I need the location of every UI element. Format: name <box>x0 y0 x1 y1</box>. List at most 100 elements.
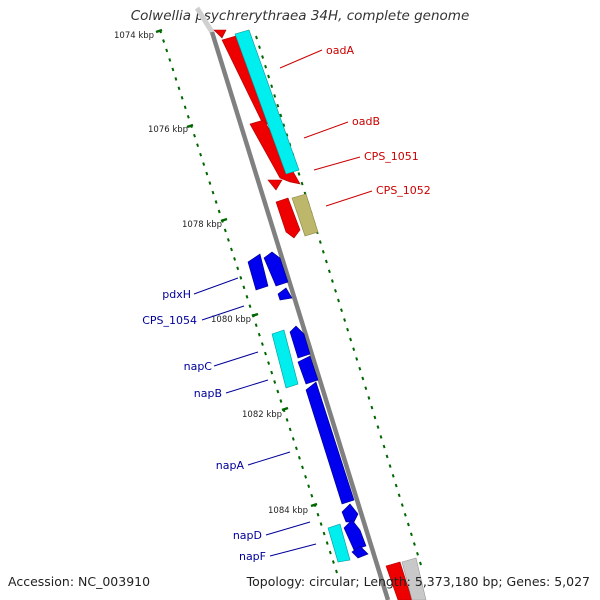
major-tick-4 <box>281 406 289 412</box>
tick-mark-inner <box>310 493 314 498</box>
tick-track-outer <box>255 35 422 566</box>
tick-mark-outer <box>321 249 325 254</box>
label-napC: napC <box>184 360 213 373</box>
tick-mark-outer <box>379 435 383 439</box>
tick-mark-outer <box>388 464 392 468</box>
gene-red-bottom[interactable] <box>385 561 413 600</box>
tick-mark-inner <box>297 455 301 460</box>
tick-mark-outer <box>300 181 304 186</box>
major-ticks <box>155 28 318 508</box>
tick-mark-inner <box>276 389 280 394</box>
gene-napB[interactable] <box>297 355 319 385</box>
gene-red-1052a[interactable] <box>275 197 301 239</box>
tick-mark-outer <box>330 279 334 283</box>
tick-mark-inner <box>226 238 230 242</box>
tick-mark-outer <box>416 551 419 556</box>
tick-mark-outer <box>419 561 422 566</box>
gene-napD-cyan[interactable] <box>327 523 351 563</box>
tick-mark-inner <box>196 143 200 148</box>
tick-mark-inner <box>264 351 267 356</box>
tick-mark-inner <box>165 48 169 53</box>
tick-mark-inner <box>307 484 311 489</box>
tick-mark-outer <box>358 366 362 371</box>
tick-mark-inner <box>186 114 190 119</box>
gene-cyan-long[interactable] <box>234 29 300 175</box>
tick-mark-outer <box>382 444 386 449</box>
tick-mark-outer <box>412 542 416 546</box>
tick-mark-outer <box>352 347 356 352</box>
tick-mark-inner <box>245 294 249 299</box>
tick-mark-inner <box>267 361 271 365</box>
tick-mark-outer <box>397 493 401 498</box>
map-title: Colwellia psychrerythraea 34H, complete … <box>130 8 470 24</box>
tick-mark-inner <box>177 86 181 91</box>
tick-mark-inner <box>319 522 323 526</box>
gene-CPS_1051[interactable] <box>267 179 283 191</box>
tick-mark-outer <box>255 35 258 40</box>
tick-mark-inner <box>254 323 258 328</box>
tick-mark-outer <box>337 298 340 303</box>
tick-mark-outer <box>264 64 268 69</box>
gene-napC-blue[interactable] <box>289 325 311 359</box>
gene-napA[interactable] <box>305 381 355 505</box>
major-tick-2 <box>220 217 228 223</box>
tick-mark-inner <box>223 228 227 233</box>
backbone-line <box>209 31 391 600</box>
tick-mark-outer <box>334 288 337 293</box>
tick-mark-inner <box>205 171 209 176</box>
gene-pdxH-2[interactable] <box>263 251 289 287</box>
backbone-line-top <box>194 6 215 34</box>
tick-mark-inner <box>242 285 246 290</box>
tick-mark-inner <box>294 446 298 451</box>
gene-napF[interactable] <box>351 545 369 559</box>
tick-mark-outer <box>349 337 353 342</box>
tick-mark-outer <box>285 133 289 137</box>
label-CPS_1052: CPS_1052 <box>376 184 431 197</box>
tick-mark-inner <box>304 474 308 479</box>
major-tick-1 <box>186 123 194 129</box>
tick-mark-outer <box>361 376 365 381</box>
genome-summary-text: Topology: circular; Length: 5,373,180 bp… <box>246 574 590 589</box>
tick-mark-inner <box>174 77 178 81</box>
tick-mark-inner <box>162 39 166 43</box>
tick-mark-outer <box>406 522 410 527</box>
label-oadB: oadB <box>352 115 380 128</box>
tick-mark-outer <box>273 94 277 98</box>
tick-mark-inner <box>328 550 332 555</box>
tick-mark-inner <box>288 427 292 432</box>
tick-mark-outer <box>355 357 359 361</box>
reverse-genes <box>247 251 369 563</box>
gene-CPS_1054[interactable] <box>277 287 293 301</box>
gene-gray-bottom[interactable] <box>401 557 427 600</box>
tick-mark-outer <box>376 425 380 429</box>
tick-mark-inner <box>168 58 172 62</box>
gene-napC[interactable] <box>271 329 299 389</box>
tick-mark-outer <box>370 405 374 410</box>
tick-mark-inner <box>217 209 221 214</box>
scale-label-1080: 1080 kbp <box>211 315 251 325</box>
tick-mark-inner <box>211 190 215 195</box>
gene-napD-blue[interactable] <box>341 503 359 523</box>
label-CPS_1051: CPS_1051 <box>364 150 419 163</box>
scale-label-1076: 1076 kbp <box>148 125 188 135</box>
tick-mark-inner <box>236 266 240 271</box>
left-leader-lines <box>193 277 317 557</box>
tick-mark-inner <box>180 95 184 100</box>
tick-mark-inner <box>193 133 196 138</box>
gene-pdxH[interactable] <box>247 253 269 291</box>
tick-mark-outer <box>367 396 371 400</box>
tick-mark-inner <box>322 531 326 536</box>
tick-mark-inner <box>331 560 335 564</box>
gene-red-small-top[interactable] <box>213 29 227 39</box>
gene-CPS_1052[interactable] <box>291 193 319 237</box>
accession-text: Accession: NC_003910 <box>8 574 151 589</box>
tick-mark-outer <box>343 318 347 322</box>
gene-napD[interactable] <box>343 519 367 551</box>
tick-mark-outer <box>373 415 377 420</box>
tick-mark-inner <box>291 437 295 441</box>
tick-mark-inner <box>257 332 261 337</box>
tick-mark-outer <box>409 532 413 537</box>
tick-mark-inner <box>230 247 233 252</box>
tick-mark-outer <box>346 327 350 332</box>
label-oadA: oadA <box>326 44 354 57</box>
